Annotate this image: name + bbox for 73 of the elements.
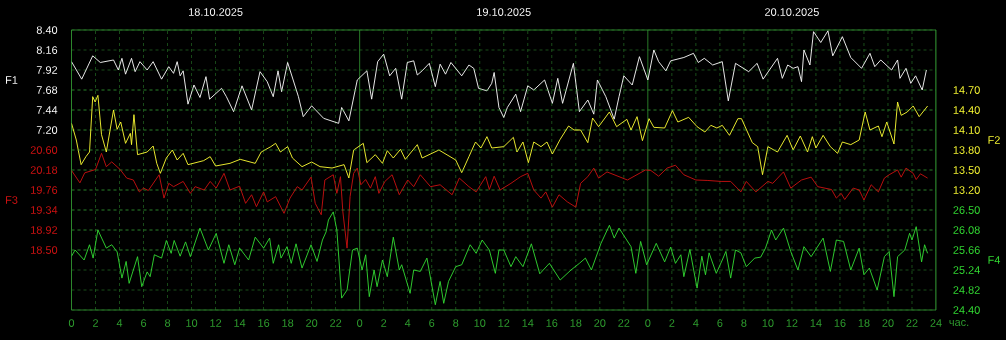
line-series	[71, 211, 929, 306]
x-tick-label: 18	[570, 319, 582, 327]
y2-tick-label: 26.50	[953, 206, 980, 214]
y-tick-label: 7.20	[36, 126, 58, 134]
x-tick-label: 6	[429, 319, 435, 327]
y-tick-label: 19.34	[31, 206, 58, 214]
x-tick-label: 10	[762, 319, 774, 327]
y-tick-label: 20.60	[30, 146, 58, 154]
y-tick-label: 20.18	[30, 166, 58, 174]
x-tick-label: 12	[786, 319, 798, 327]
y-tick-label: 18.92	[31, 226, 58, 234]
y2-tick-label: 13.80	[953, 146, 980, 154]
x-tick-label: 20	[306, 319, 318, 327]
x-tick-label: 8	[741, 319, 747, 327]
x-tick-label: 22	[618, 319, 630, 327]
y-tick-label: 18.50	[31, 246, 58, 254]
x2-tick-label: 18.10.2025	[188, 8, 243, 16]
x2-tick-label: 20.10.2025	[765, 8, 819, 16]
line-series	[71, 30, 927, 124]
y-tick-label: 7.44	[36, 106, 58, 114]
y-tick-label: 8.16	[36, 46, 58, 54]
x-tick-label: 16	[546, 319, 558, 327]
x-tick-label: 4	[693, 319, 699, 327]
x-tick-label: 8	[453, 319, 459, 327]
y2-tick-label: 24.40	[953, 306, 980, 314]
x-tick-label: 0	[357, 319, 363, 327]
y-tick-label: 7.68	[36, 86, 58, 94]
y-axis-title: F3	[6, 196, 18, 204]
y-tick-label: 7.92	[36, 66, 58, 74]
y2-tick-label: 25.24	[953, 266, 980, 274]
x-tick-label: 22	[330, 319, 342, 327]
x-tick-label: 18	[282, 319, 294, 327]
x-tick-label: 12	[498, 319, 510, 327]
line-series	[71, 94, 929, 179]
x-tick-label: 14	[234, 319, 246, 327]
x-tick-label: 14	[810, 319, 822, 327]
y2-tick-label: 24.82	[953, 286, 980, 294]
x-tick-label: 2	[669, 319, 675, 327]
x-tick-label: 10	[186, 319, 198, 327]
x-tick-label: 22	[906, 319, 918, 327]
x-tick-label: 24	[930, 319, 942, 327]
x-tick-label: 16	[834, 319, 846, 327]
line-series	[71, 152, 929, 249]
y2-tick-label: 26.08	[953, 226, 980, 234]
x-tick-label: 8	[164, 319, 171, 327]
x-tick-label: 0	[68, 319, 75, 327]
x-tick-label: 18	[858, 319, 870, 327]
y2-tick-label: 14.40	[953, 106, 980, 114]
x-tick-label: 6	[717, 319, 723, 327]
y-tick-label: 19.76	[31, 186, 58, 194]
y-axis-title: F1	[6, 76, 18, 84]
x-tick-label: 20	[594, 319, 606, 327]
y2-tick-label: 14.10	[953, 126, 980, 134]
x-tick-label: 4	[404, 319, 411, 327]
y2-axis-title: F2	[988, 136, 1000, 144]
x-tick-label: 0	[645, 319, 651, 327]
x-tick-label: 14	[522, 319, 534, 327]
y2-tick-label: 13.50	[953, 166, 980, 174]
x-tick-label: 2	[93, 319, 99, 327]
y2-tick-label: 14.70	[953, 86, 980, 94]
x-axis-title: час.	[949, 320, 969, 326]
x-tick-label: 20	[882, 319, 894, 327]
x-tick-label: 2	[381, 319, 387, 327]
x-tick-label: 4	[116, 319, 123, 327]
y-tick-label: 8.40	[36, 26, 58, 34]
x-tick-label: 16	[258, 319, 270, 327]
y2-axis-title: F4	[988, 256, 1001, 264]
x-tick-label: 10	[474, 319, 486, 327]
x2-tick-label: 19.10.2025	[477, 8, 531, 16]
y2-tick-label: 25.66	[953, 246, 980, 254]
x-tick-label: 6	[141, 319, 147, 327]
x-tick-label: 12	[210, 319, 222, 327]
y2-tick-label: 13.20	[953, 186, 980, 194]
